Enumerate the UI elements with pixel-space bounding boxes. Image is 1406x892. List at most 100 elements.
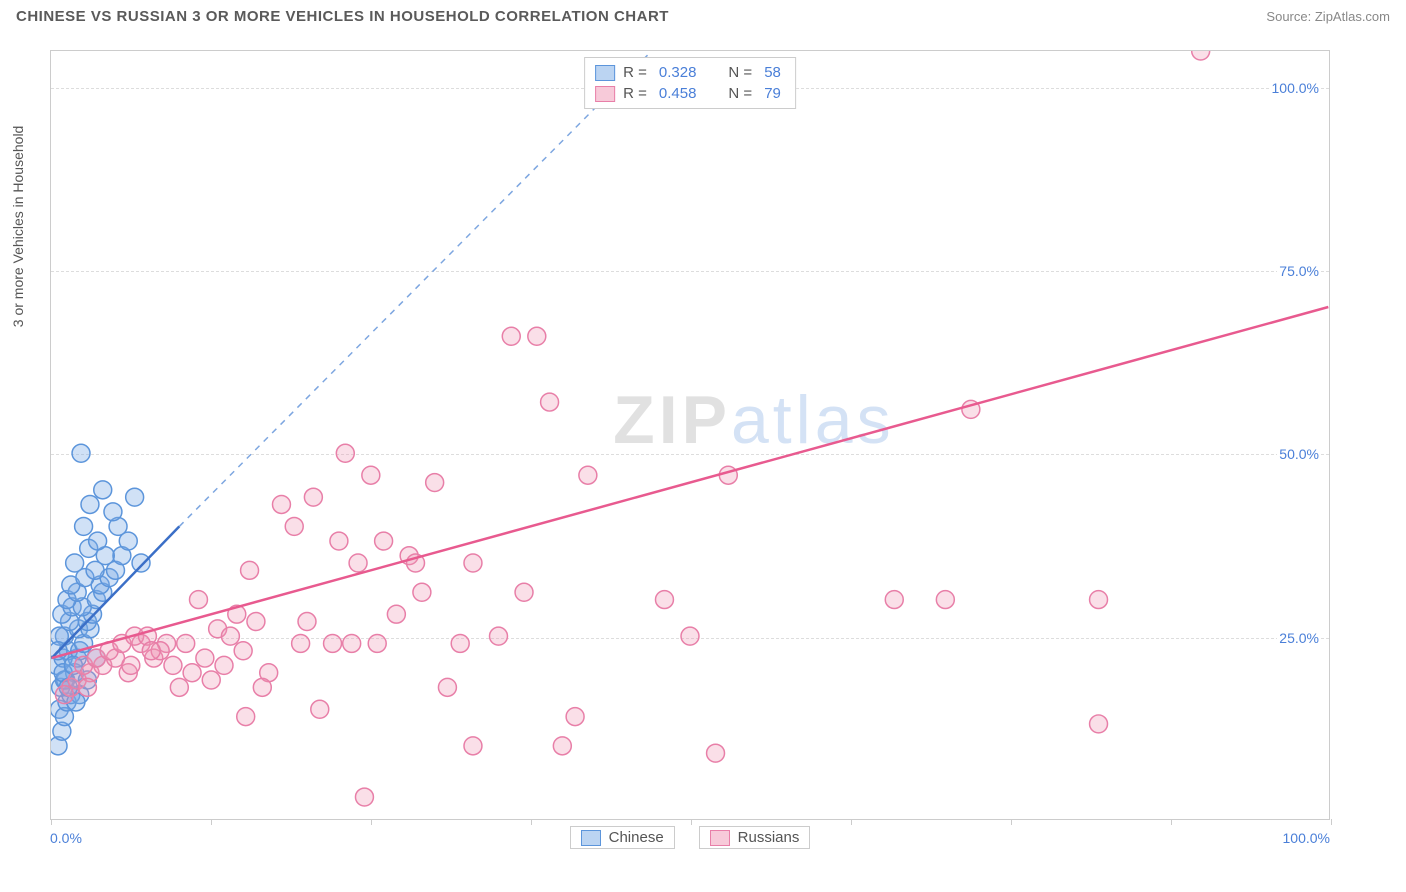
trend-line — [52, 307, 1329, 658]
data-point — [368, 634, 386, 652]
chart-plot-area: ZIPatlas R = 0.328 N = 58 R = 0.458 N = … — [50, 50, 1330, 820]
data-point — [311, 700, 329, 718]
data-point — [247, 613, 265, 631]
data-point — [304, 488, 322, 506]
data-point — [707, 744, 725, 762]
r-value: 0.328 — [659, 64, 697, 81]
source-label: Source: — [1266, 9, 1311, 24]
data-point — [719, 466, 737, 484]
legend-swatch — [595, 86, 615, 102]
x-tick — [1171, 819, 1172, 825]
data-point — [104, 503, 122, 521]
legend-swatch — [595, 65, 615, 81]
data-point — [655, 591, 673, 609]
data-point — [451, 634, 469, 652]
data-point — [215, 656, 233, 674]
legend-series-label: Russians — [738, 829, 800, 846]
data-point — [1192, 51, 1210, 60]
data-point — [464, 737, 482, 755]
data-point — [221, 627, 239, 645]
r-label: R = — [623, 64, 647, 81]
data-point — [253, 678, 271, 696]
source-attribution: Source: ZipAtlas.com — [1266, 9, 1390, 24]
data-point — [566, 708, 584, 726]
data-point — [190, 591, 208, 609]
legend-series: Chinese Russians — [50, 826, 1330, 849]
data-point — [55, 686, 73, 704]
data-point — [292, 634, 310, 652]
data-point — [234, 642, 252, 660]
legend-stat-row: R = 0.458 N = 79 — [595, 83, 785, 104]
data-point — [164, 656, 182, 674]
n-value: 79 — [764, 85, 781, 102]
data-point — [375, 532, 393, 550]
x-tick — [531, 819, 532, 825]
legend-series-item: Russians — [699, 826, 811, 849]
data-point — [579, 466, 597, 484]
data-point — [237, 708, 255, 726]
x-tick — [1011, 819, 1012, 825]
data-point — [72, 444, 90, 462]
source-value: ZipAtlas.com — [1315, 9, 1390, 24]
data-point — [78, 678, 96, 696]
data-point — [202, 671, 220, 689]
data-point — [89, 532, 107, 550]
data-point — [362, 466, 380, 484]
data-point — [66, 554, 84, 572]
data-point — [681, 627, 699, 645]
header: CHINESE VS RUSSIAN 3 OR MORE VEHICLES IN… — [0, 0, 1406, 29]
n-label: N = — [728, 64, 752, 81]
data-point — [413, 583, 431, 601]
data-point — [142, 642, 160, 660]
data-point — [490, 627, 508, 645]
chart-title: CHINESE VS RUSSIAN 3 OR MORE VEHICLES IN… — [16, 8, 669, 25]
legend-stat-row: R = 0.328 N = 58 — [595, 62, 785, 83]
data-point — [298, 613, 316, 631]
trend-line-extrapolated — [179, 51, 651, 526]
data-point — [349, 554, 367, 572]
data-point — [343, 634, 361, 652]
data-point — [553, 737, 571, 755]
data-point — [515, 583, 533, 601]
n-label: N = — [728, 85, 752, 102]
x-tick — [851, 819, 852, 825]
legend-series-item: Chinese — [570, 826, 675, 849]
data-point — [75, 517, 93, 535]
data-point — [177, 634, 195, 652]
legend-series-label: Chinese — [609, 829, 664, 846]
data-point — [885, 591, 903, 609]
data-point — [528, 327, 546, 345]
data-point — [336, 444, 354, 462]
data-point — [94, 481, 112, 499]
data-point — [183, 664, 201, 682]
data-point — [241, 561, 259, 579]
data-point — [122, 656, 140, 674]
scatter-svg — [51, 51, 1329, 819]
legend-correlation-box: R = 0.328 N = 58 R = 0.458 N = 79 — [584, 57, 796, 109]
data-point — [936, 591, 954, 609]
data-point — [272, 496, 290, 514]
data-point — [330, 532, 348, 550]
x-tick — [371, 819, 372, 825]
data-point — [502, 327, 520, 345]
data-point — [81, 496, 99, 514]
data-point — [196, 649, 214, 667]
data-point — [285, 517, 303, 535]
data-point — [387, 605, 405, 623]
data-point — [464, 554, 482, 572]
x-tick — [691, 819, 692, 825]
x-tick — [51, 819, 52, 825]
data-point — [1090, 715, 1108, 733]
r-label: R = — [623, 85, 647, 102]
data-point — [355, 788, 373, 806]
data-point — [132, 554, 150, 572]
data-point — [170, 678, 188, 696]
data-point — [126, 488, 144, 506]
data-point — [426, 474, 444, 492]
data-point — [324, 634, 342, 652]
x-tick — [211, 819, 212, 825]
legend-swatch — [581, 830, 601, 846]
n-value: 58 — [764, 64, 781, 81]
legend-swatch — [710, 830, 730, 846]
data-point — [438, 678, 456, 696]
